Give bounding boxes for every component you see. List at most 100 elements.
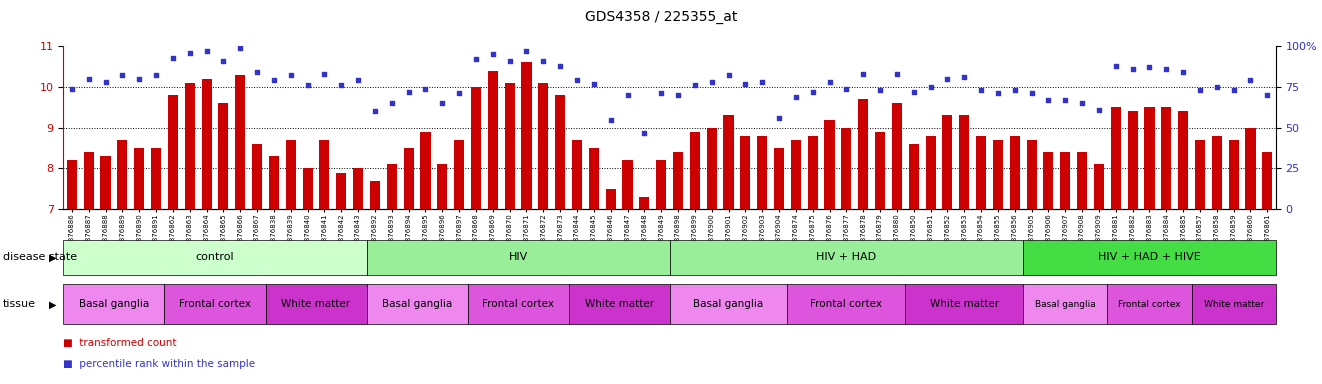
Bar bbox=[1178, 111, 1188, 209]
Bar bbox=[471, 87, 481, 209]
Bar bbox=[83, 152, 94, 209]
Text: White matter: White matter bbox=[929, 299, 999, 310]
Bar bbox=[555, 95, 566, 209]
Point bbox=[1190, 87, 1211, 93]
Bar bbox=[488, 71, 498, 209]
Point bbox=[365, 108, 386, 114]
Bar bbox=[253, 144, 262, 209]
Bar bbox=[403, 148, 414, 209]
Point bbox=[1122, 66, 1144, 72]
Text: White matter: White matter bbox=[1203, 300, 1264, 309]
Point bbox=[566, 77, 587, 83]
Bar bbox=[1212, 136, 1222, 209]
Point bbox=[785, 94, 806, 100]
Point bbox=[516, 48, 537, 54]
Text: Basal ganglia: Basal ganglia bbox=[79, 299, 149, 310]
Bar bbox=[521, 62, 531, 209]
Bar bbox=[1060, 152, 1071, 209]
Point bbox=[180, 50, 201, 56]
Point bbox=[1088, 107, 1109, 113]
Point bbox=[633, 129, 654, 136]
Point bbox=[196, 48, 217, 54]
Bar bbox=[1027, 140, 1036, 209]
Bar bbox=[168, 95, 178, 209]
Bar bbox=[588, 148, 599, 209]
Point bbox=[937, 76, 958, 82]
Point bbox=[78, 76, 99, 82]
Text: ■  transformed count: ■ transformed count bbox=[63, 338, 177, 348]
Point bbox=[1240, 77, 1261, 83]
Point bbox=[448, 90, 469, 96]
Bar bbox=[892, 103, 902, 209]
Point bbox=[668, 92, 689, 98]
Bar bbox=[420, 132, 431, 209]
Point bbox=[1155, 66, 1177, 72]
Text: Frontal cortex: Frontal cortex bbox=[483, 299, 554, 310]
Text: tissue: tissue bbox=[3, 299, 36, 310]
Text: ▶: ▶ bbox=[49, 299, 57, 310]
Point bbox=[128, 76, 149, 82]
Bar bbox=[1161, 107, 1171, 209]
Point bbox=[1206, 84, 1227, 90]
Point bbox=[701, 79, 722, 85]
Point bbox=[1055, 97, 1076, 103]
Bar bbox=[201, 79, 212, 209]
Bar bbox=[791, 140, 801, 209]
Bar bbox=[1145, 107, 1154, 209]
Bar bbox=[656, 161, 666, 209]
Point bbox=[163, 55, 184, 61]
Bar bbox=[1195, 140, 1206, 209]
Point bbox=[735, 81, 756, 87]
Text: Frontal cortex: Frontal cortex bbox=[1118, 300, 1181, 309]
Bar bbox=[925, 136, 936, 209]
Bar bbox=[841, 127, 851, 209]
Point bbox=[550, 63, 571, 69]
Point bbox=[381, 100, 402, 106]
Bar bbox=[505, 83, 514, 209]
Bar bbox=[134, 148, 144, 209]
Point bbox=[1005, 87, 1026, 93]
Point bbox=[145, 73, 167, 79]
Point bbox=[1105, 63, 1126, 69]
Bar bbox=[1245, 127, 1256, 209]
Text: HIV: HIV bbox=[509, 252, 527, 262]
Point bbox=[802, 89, 824, 95]
Point bbox=[886, 71, 907, 77]
Bar bbox=[218, 103, 229, 209]
Point bbox=[213, 58, 234, 64]
Bar bbox=[875, 132, 886, 209]
Bar bbox=[773, 148, 784, 209]
Bar bbox=[758, 136, 767, 209]
Point bbox=[1138, 64, 1159, 70]
Point bbox=[583, 81, 604, 87]
Point bbox=[600, 116, 621, 122]
Bar bbox=[808, 136, 818, 209]
Text: HIV + HAD: HIV + HAD bbox=[816, 252, 876, 262]
Bar bbox=[118, 140, 127, 209]
Point bbox=[1223, 87, 1244, 93]
Bar bbox=[673, 152, 683, 209]
Bar bbox=[707, 127, 717, 209]
Bar bbox=[353, 169, 364, 209]
Text: Basal ganglia: Basal ganglia bbox=[382, 299, 452, 310]
Bar bbox=[286, 140, 296, 209]
Text: ▶: ▶ bbox=[49, 252, 57, 262]
Bar bbox=[151, 148, 161, 209]
Bar bbox=[908, 144, 919, 209]
Point bbox=[1072, 100, 1093, 106]
Bar bbox=[235, 74, 246, 209]
Point bbox=[970, 87, 992, 93]
Text: HIV + HAD + HIVE: HIV + HAD + HIVE bbox=[1099, 252, 1200, 262]
Bar bbox=[572, 140, 582, 209]
Bar bbox=[960, 116, 969, 209]
Bar bbox=[1093, 164, 1104, 209]
Text: disease state: disease state bbox=[3, 252, 77, 262]
Point bbox=[95, 79, 116, 85]
Text: ■  percentile rank within the sample: ■ percentile rank within the sample bbox=[63, 359, 255, 369]
Bar bbox=[690, 132, 699, 209]
Text: Frontal cortex: Frontal cortex bbox=[178, 299, 251, 310]
Point bbox=[61, 86, 82, 92]
Text: Basal ganglia: Basal ganglia bbox=[1035, 300, 1096, 309]
Bar bbox=[640, 197, 649, 209]
Bar bbox=[943, 116, 952, 209]
